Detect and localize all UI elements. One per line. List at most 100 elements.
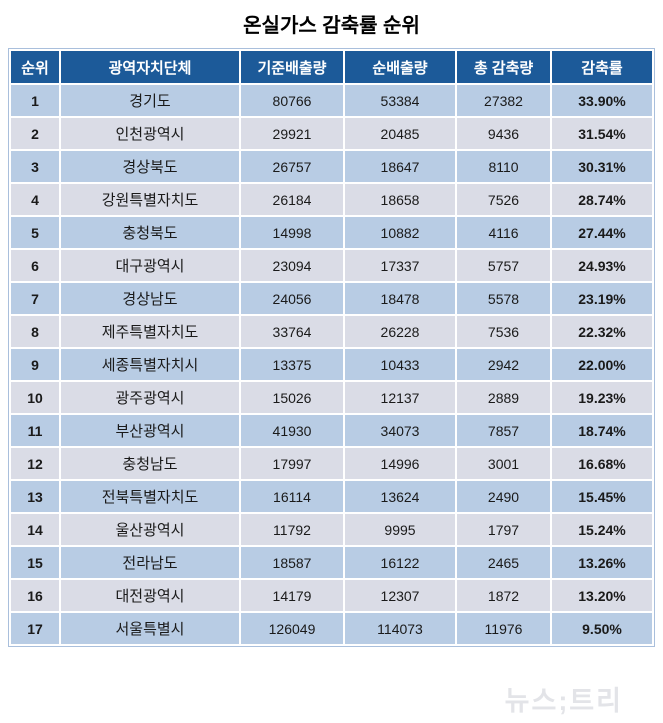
region-cell: 경기도: [61, 85, 239, 116]
rank-cell: 1: [11, 85, 59, 116]
total_reduction-cell: 2490: [457, 481, 550, 512]
base_emission-cell: 11792: [241, 514, 343, 545]
reduction_rate-cell: 24.93%: [552, 250, 652, 281]
region-cell: 강원특별자치도: [61, 184, 239, 215]
net_emission-cell: 20485: [345, 118, 455, 149]
table-row: 14 울산광역시 11792 9995 1797 15.24%: [11, 514, 652, 545]
rank-cell: 11: [11, 415, 59, 446]
table-row: 17 서울특별시 126049 114073 11976 9.50%: [11, 613, 652, 644]
rank-cell: 10: [11, 382, 59, 413]
rank-cell: 16: [11, 580, 59, 611]
table-row: 12 충청남도 17997 14996 3001 16.68%: [11, 448, 652, 479]
net_emission-cell: 26228: [345, 316, 455, 347]
base_emission-cell: 24056: [241, 283, 343, 314]
net_emission-cell: 18647: [345, 151, 455, 182]
region-cell: 경상남도: [61, 283, 239, 314]
reduction_rate-cell: 13.26%: [552, 547, 652, 578]
base_emission-cell: 14179: [241, 580, 343, 611]
total_reduction-cell: 3001: [457, 448, 550, 479]
total_reduction-cell: 7536: [457, 316, 550, 347]
rank-cell: 9: [11, 349, 59, 380]
region-cell: 인천광역시: [61, 118, 239, 149]
net_emission-cell: 10433: [345, 349, 455, 380]
region-cell: 대구광역시: [61, 250, 239, 281]
total_reduction-cell: 7857: [457, 415, 550, 446]
net_emission-cell: 18658: [345, 184, 455, 215]
reduction_rate-cell: 31.54%: [552, 118, 652, 149]
rank-cell: 15: [11, 547, 59, 578]
table-row: 2 인천광역시 29921 20485 9436 31.54%: [11, 118, 652, 149]
rank-cell: 7: [11, 283, 59, 314]
base_emission-cell: 26184: [241, 184, 343, 215]
rank-cell: 4: [11, 184, 59, 215]
reduction_rate-cell: 30.31%: [552, 151, 652, 182]
table-row: 16 대전광역시 14179 12307 1872 13.20%: [11, 580, 652, 611]
table-row: 6 대구광역시 23094 17337 5757 24.93%: [11, 250, 652, 281]
base_emission-cell: 17997: [241, 448, 343, 479]
rank-cell: 3: [11, 151, 59, 182]
region-cell: 전라남도: [61, 547, 239, 578]
net_emission-cell: 16122: [345, 547, 455, 578]
base_emission-cell: 18587: [241, 547, 343, 578]
base_emission-cell: 26757: [241, 151, 343, 182]
table-row: 3 경상북도 26757 18647 8110 30.31%: [11, 151, 652, 182]
reduction_rate-cell: 23.19%: [552, 283, 652, 314]
net_emission-cell: 12307: [345, 580, 455, 611]
total_reduction-cell: 27382: [457, 85, 550, 116]
net_emission-cell: 12137: [345, 382, 455, 413]
net_emission-cell: 14996: [345, 448, 455, 479]
reduction_rate-cell: 22.32%: [552, 316, 652, 347]
rank-cell: 17: [11, 613, 59, 644]
region-cell: 제주특별자치도: [61, 316, 239, 347]
region-cell: 서울특별시: [61, 613, 239, 644]
net_emission-cell: 9995: [345, 514, 455, 545]
region-cell: 전북특별자치도: [61, 481, 239, 512]
reduction_rate-cell: 15.45%: [552, 481, 652, 512]
total_reduction-cell: 5757: [457, 250, 550, 281]
page-title: 온실가스 감축률 순위: [243, 15, 420, 37]
total_reduction-cell: 1872: [457, 580, 550, 611]
col-header-base_emission: 기준배출량: [241, 51, 343, 83]
total_reduction-cell: 9436: [457, 118, 550, 149]
col-header-total_reduction: 총 감축량: [457, 51, 550, 83]
rank-cell: 2: [11, 118, 59, 149]
reduction_rate-cell: 28.74%: [552, 184, 652, 215]
reduction_rate-cell: 13.20%: [552, 580, 652, 611]
base_emission-cell: 15026: [241, 382, 343, 413]
table-row: 15 전라남도 18587 16122 2465 13.26%: [11, 547, 652, 578]
net_emission-cell: 34073: [345, 415, 455, 446]
rank-cell: 12: [11, 448, 59, 479]
table-row: 7 경상남도 24056 18478 5578 23.19%: [11, 283, 652, 314]
base_emission-cell: 33764: [241, 316, 343, 347]
net_emission-cell: 17337: [345, 250, 455, 281]
region-cell: 충청남도: [61, 448, 239, 479]
col-header-region: 광역자치단체: [61, 51, 239, 83]
table-row: 10 광주광역시 15026 12137 2889 19.23%: [11, 382, 652, 413]
watermark: 뉴스;트리: [504, 686, 623, 716]
region-cell: 세종특별자치시: [61, 349, 239, 380]
region-cell: 대전광역시: [61, 580, 239, 611]
col-header-rank: 순위: [11, 51, 59, 83]
header-row: 순위 광역자치단체 기준배출량 순배출량 총 감축량 감축률: [11, 51, 652, 83]
table-row: 1 경기도 80766 53384 27382 33.90%: [11, 85, 652, 116]
table-row: 5 충청북도 14998 10882 4116 27.44%: [11, 217, 652, 248]
total_reduction-cell: 2465: [457, 547, 550, 578]
reduction_rate-cell: 19.23%: [552, 382, 652, 413]
base_emission-cell: 23094: [241, 250, 343, 281]
reduction_rate-cell: 33.90%: [552, 85, 652, 116]
net_emission-cell: 114073: [345, 613, 455, 644]
region-cell: 광주광역시: [61, 382, 239, 413]
total_reduction-cell: 7526: [457, 184, 550, 215]
table-row: 9 세종특별자치시 13375 10433 2942 22.00%: [11, 349, 652, 380]
region-cell: 울산광역시: [61, 514, 239, 545]
total_reduction-cell: 4116: [457, 217, 550, 248]
total_reduction-cell: 8110: [457, 151, 550, 182]
reduction_rate-cell: 22.00%: [552, 349, 652, 380]
table-row: 8 제주특별자치도 33764 26228 7536 22.32%: [11, 316, 652, 347]
base_emission-cell: 80766: [241, 85, 343, 116]
region-cell: 경상북도: [61, 151, 239, 182]
net_emission-cell: 53384: [345, 85, 455, 116]
table-row: 11 부산광역시 41930 34073 7857 18.74%: [11, 415, 652, 446]
base_emission-cell: 126049: [241, 613, 343, 644]
